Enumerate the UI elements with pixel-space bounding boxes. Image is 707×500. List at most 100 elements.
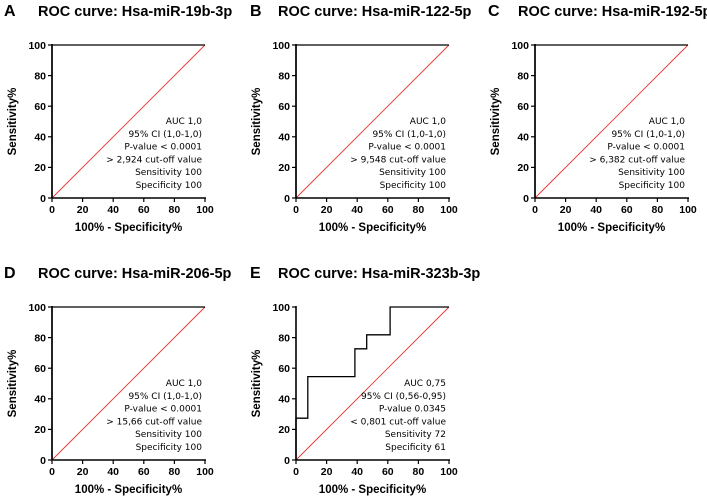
reference-line (295, 306, 450, 461)
stat-annotation: P-value < 0.0001 (368, 143, 446, 153)
y-axis-label: Sensitivity% (7, 350, 19, 418)
y-tick-label: 40 (34, 132, 46, 144)
chart-title: ROC curve: Hsa-miR-206-5p (38, 266, 232, 282)
stat-annotation: 95% CI (1,0-1,0) (611, 130, 685, 140)
panel-label: B (250, 3, 262, 20)
x-tick-label: 40 (107, 204, 119, 216)
y-tick-label: 80 (517, 70, 529, 82)
x-tick-label: 100 (440, 204, 458, 216)
y-tick-label: 20 (278, 424, 290, 436)
y-tick-label: 80 (278, 332, 290, 344)
x-tick-label: 80 (652, 204, 664, 216)
stat-annotation: < 0,801 cut-off value (350, 417, 446, 427)
stat-annotation: AUC 1,0 (166, 117, 202, 127)
x-tick-label: 40 (351, 466, 363, 478)
x-tick-label: 20 (321, 466, 333, 478)
roc-panel-b: B ROC curve: Hsa-miR-122-5p 0 20 40 60 80 100 0 2… (250, 3, 472, 234)
y-tick-label: 60 (34, 101, 46, 113)
y-tick-label: 0 (40, 193, 46, 205)
y-tick-label: 60 (517, 101, 529, 113)
stat-annotation: > 2,924 cut-off value (106, 155, 202, 165)
stat-annotation: Sensitivity 100 (135, 430, 202, 440)
x-tick-label: 60 (138, 204, 150, 216)
reference-line (51, 306, 206, 461)
stat-annotation: Sensitivity 72 (385, 430, 446, 440)
x-tick-label: 40 (107, 466, 119, 478)
stat-annotation: P-value < 0.0001 (124, 143, 202, 153)
stat-annotation: AUC 0,75 (404, 379, 446, 389)
y-tick-label: 80 (34, 332, 46, 344)
x-tick-label: 0 (49, 466, 55, 478)
y-tick-label: 40 (278, 132, 290, 144)
x-tick-label: 40 (351, 204, 363, 216)
stat-annotation: P-value < 0.0001 (124, 405, 202, 415)
x-tick-label: 0 (532, 204, 538, 216)
stat-annotation: 95% CI (1,0-1,0) (128, 392, 202, 402)
stat-annotation: AUC 1,0 (166, 379, 202, 389)
chart-title: ROC curve: Hsa-miR-122-5p (278, 4, 472, 20)
stat-annotation: Sensitivity 100 (618, 168, 685, 178)
stat-annotation: Specificity 100 (136, 443, 203, 453)
stat-annotation: AUC 1,0 (410, 117, 446, 127)
y-tick-label: 20 (278, 162, 290, 174)
stat-annotation: P-value < 0.0001 (607, 143, 685, 153)
chart-title: ROC curve: Hsa-miR-323b-3p (278, 266, 480, 282)
y-tick-label: 40 (278, 394, 290, 406)
x-tick-label: 0 (49, 204, 55, 216)
x-axis-label: 100% - Specificity% (319, 484, 426, 496)
y-tick-label: 100 (28, 302, 46, 314)
y-tick-label: 60 (34, 363, 46, 375)
panel-label: A (4, 3, 16, 20)
x-tick-label: 20 (321, 204, 333, 216)
reference-line (534, 44, 689, 199)
x-tick-label: 60 (621, 204, 633, 216)
y-tick-label: 40 (34, 394, 46, 406)
y-axis-label: Sensitivity% (7, 88, 19, 156)
y-tick-label: 40 (517, 132, 529, 144)
chart-title: ROC curve: Hsa-miR-19b-3p (38, 4, 232, 20)
y-tick-label: 60 (278, 363, 290, 375)
x-axis-label: 100% - Specificity% (75, 484, 182, 496)
y-tick-label: 100 (272, 302, 290, 314)
stat-annotation: 95% CI (0,56-0,95) (361, 392, 446, 402)
panel-label: D (4, 265, 16, 282)
stat-annotation: > 15,66 cut-off value (106, 417, 202, 427)
stat-annotation: Sensitivity 100 (135, 168, 202, 178)
stat-annotation: P-value 0.0345 (379, 405, 446, 415)
x-axis-label: 100% - Specificity% (75, 222, 182, 234)
y-tick-label: 20 (34, 424, 46, 436)
x-tick-label: 80 (169, 466, 181, 478)
stat-annotation: Specificity 61 (385, 443, 446, 453)
y-tick-label: 20 (517, 162, 529, 174)
x-tick-label: 0 (293, 466, 299, 478)
y-axis-label: Sensitivity% (490, 88, 502, 156)
roc-panel-a: A ROC curve: Hsa-miR-19b-3p 0 20 40 60 80 100 0 2… (4, 3, 232, 234)
roc-panel-c: C ROC curve: Hsa-miR-192-5p 0 20 40 60 80 100 0 2… (488, 3, 707, 234)
y-tick-label: 0 (40, 455, 46, 467)
panel-label: C (488, 3, 500, 20)
x-tick-label: 20 (560, 204, 572, 216)
roc-curve (295, 306, 449, 460)
reference-line (51, 44, 206, 199)
x-tick-label: 60 (138, 466, 150, 478)
stat-annotation: > 6,382 cut-off value (589, 155, 685, 165)
reference-line (295, 44, 450, 199)
x-tick-label: 60 (382, 466, 394, 478)
roc-panel-d: D ROC curve: Hsa-miR-206-5p 0 20 40 60 80 100 0 2… (4, 265, 232, 496)
chart-title: ROC curve: Hsa-miR-192-5p (518, 4, 707, 20)
x-tick-label: 100 (196, 204, 214, 216)
stat-annotation: AUC 1,0 (649, 117, 685, 127)
y-tick-label: 80 (278, 70, 290, 82)
x-axis-label: 100% - Specificity% (558, 222, 665, 234)
y-tick-label: 20 (34, 162, 46, 174)
y-tick-label: 0 (284, 455, 290, 467)
x-tick-label: 100 (440, 466, 458, 478)
y-tick-label: 60 (278, 101, 290, 113)
y-axis-label: Sensitivity% (251, 350, 263, 418)
x-tick-label: 20 (77, 204, 89, 216)
stat-annotation: 95% CI (1,0-1,0) (372, 130, 446, 140)
y-axis-label: Sensitivity% (251, 88, 263, 156)
y-tick-label: 100 (272, 40, 290, 52)
x-tick-label: 80 (169, 204, 181, 216)
x-tick-label: 100 (196, 466, 214, 478)
